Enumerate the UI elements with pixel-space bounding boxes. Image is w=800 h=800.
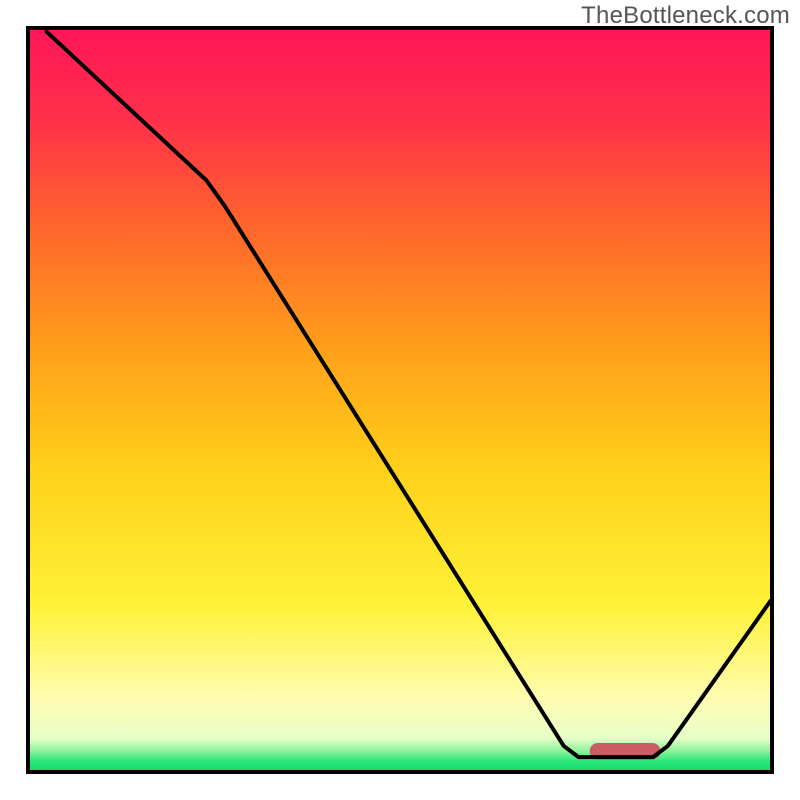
chart-svg [0,0,800,800]
gradient-background [28,28,772,772]
bottleneck-chart: TheBottleneck.com [0,0,800,800]
